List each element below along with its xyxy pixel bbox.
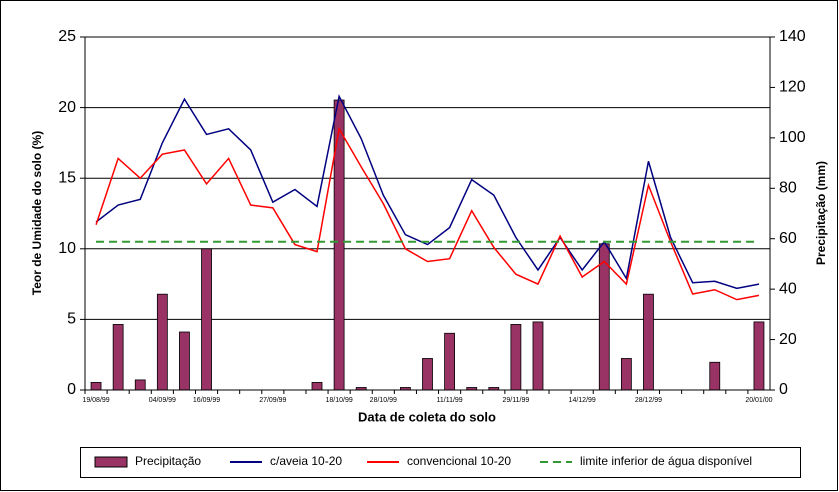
y-tick-label: 20 bbox=[58, 99, 76, 116]
y-tick-label: 10 bbox=[58, 240, 76, 257]
bar bbox=[134, 379, 146, 391]
bar bbox=[179, 331, 190, 391]
bar bbox=[333, 99, 345, 391]
series-line bbox=[95, 94, 760, 290]
legend-label: c/aveia 10-20 bbox=[270, 454, 342, 468]
y-axis-title: Teor de Umidade do solo (%) bbox=[30, 131, 44, 295]
plot-area bbox=[85, 37, 770, 390]
y-tick-label: 0 bbox=[67, 381, 76, 398]
bar bbox=[422, 358, 433, 391]
y-tick-label: 15 bbox=[58, 169, 76, 186]
y2-tick-label: 100 bbox=[779, 129, 806, 146]
legend-swatch bbox=[94, 456, 128, 468]
y2-tick-label: 140 bbox=[779, 28, 806, 45]
bar bbox=[532, 321, 544, 391]
bar bbox=[201, 248, 212, 391]
y2-tick-label: 0 bbox=[779, 381, 788, 398]
x-tick-label: 16/09/99 bbox=[193, 397, 220, 404]
y2-tick-label: 60 bbox=[779, 230, 797, 247]
x-axis-title: Data de coleta do solo bbox=[358, 409, 496, 424]
bar bbox=[643, 293, 654, 391]
x-tick-label: 27/09/99 bbox=[259, 397, 286, 404]
bar bbox=[510, 324, 522, 391]
y2-tick-label: 120 bbox=[779, 79, 806, 96]
x-tick-label: 14/12/99 bbox=[569, 397, 596, 404]
x-tick-label: 11/11/99 bbox=[436, 397, 462, 404]
y2-tick-label: 80 bbox=[779, 180, 797, 197]
series-line bbox=[95, 126, 760, 301]
x-tick-label: 04/09/99 bbox=[149, 397, 176, 404]
legend-label: limite inferior de água disponível bbox=[580, 454, 752, 468]
x-tick-label: 28/10/99 bbox=[370, 397, 397, 404]
y-tick-label: 25 bbox=[58, 28, 76, 45]
x-tick-label: 29/11/99 bbox=[503, 397, 530, 404]
x-tick-label: 19/08/99 bbox=[82, 397, 109, 404]
y2-tick-label: 40 bbox=[779, 280, 797, 297]
bar bbox=[753, 321, 765, 391]
legend-box bbox=[80, 447, 801, 478]
y2-axis-title: Precipitação (mm) bbox=[814, 161, 828, 265]
bar bbox=[620, 358, 632, 391]
bar bbox=[112, 324, 124, 391]
bar bbox=[90, 382, 102, 391]
y-tick-label: 5 bbox=[67, 311, 76, 328]
x-tick-label: 28/12/99 bbox=[635, 397, 662, 404]
x-tick-label: 18/10/99 bbox=[325, 397, 352, 404]
bar bbox=[444, 332, 455, 391]
x-tick-label: 20/01/00 bbox=[745, 397, 772, 404]
bar bbox=[156, 293, 168, 391]
y2-tick-label: 20 bbox=[779, 331, 797, 348]
legend-label: convencional 10-20 bbox=[407, 454, 511, 468]
legend-label: Precipitação bbox=[135, 454, 201, 468]
bar bbox=[311, 382, 323, 391]
bar bbox=[709, 361, 721, 391]
